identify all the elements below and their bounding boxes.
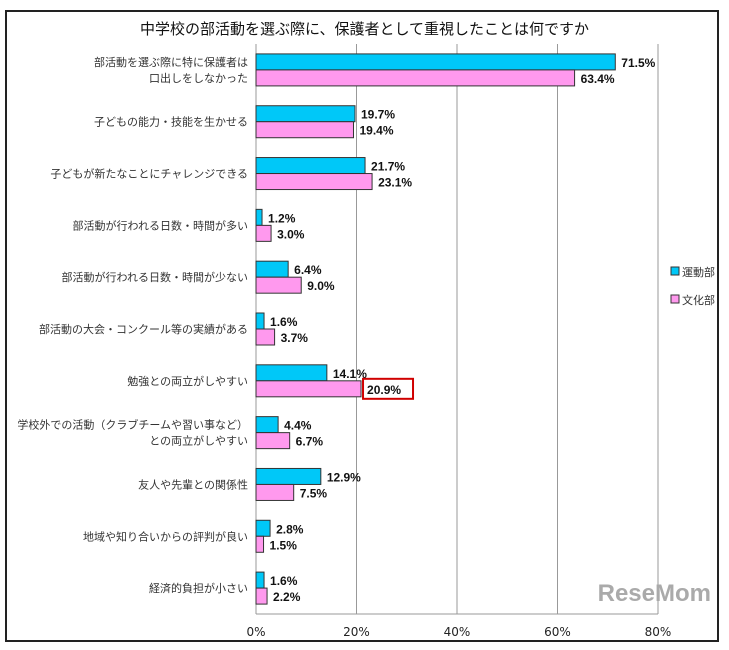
data-label: 1.2% [268, 211, 296, 225]
bar-bunka [255, 276, 302, 294]
legend-swatch [670, 266, 680, 276]
data-label: 20.9% [367, 383, 401, 397]
data-label: 19.4% [359, 124, 393, 138]
data-label: 19.7% [361, 108, 395, 122]
category-label: との両立がしやすい [149, 434, 248, 448]
category-label: 子どもが新たなことにチャレンジできる [50, 167, 248, 181]
data-label: 7.5% [300, 486, 328, 500]
category-label: 部活動が行われる日数・時間が少ない [62, 270, 248, 284]
category-label: 学校外での活動（クラブチームや習い事など） [17, 418, 248, 432]
data-label: 4.4% [284, 419, 312, 433]
bar-undo [255, 260, 289, 278]
category-label: 地域や知り合いからの評判が良い [83, 529, 248, 543]
x-tick-label: 0% [246, 625, 265, 639]
bar-bunka [255, 587, 268, 605]
bar-undo [255, 416, 279, 434]
bar-undo [255, 53, 616, 71]
data-label: 1.5% [270, 538, 298, 552]
data-label: 3.0% [277, 227, 305, 241]
legend-swatch [670, 294, 680, 304]
bar-undo [255, 312, 265, 330]
data-label: 12.9% [327, 470, 361, 484]
legend-label: 文化部 [682, 293, 715, 307]
watermark-logo: ReseMom [597, 580, 711, 607]
bar-bunka [255, 535, 265, 553]
data-label: 21.7% [371, 160, 405, 174]
bar-bunka [255, 328, 276, 346]
bar-bunka [255, 483, 295, 501]
bar-bunka [255, 121, 354, 139]
data-label: 71.5% [621, 56, 655, 70]
bar-undo [255, 571, 265, 589]
bar-undo [255, 208, 263, 226]
bar-undo [255, 519, 271, 537]
category-label: 友人や先輩との関係性 [138, 477, 248, 491]
data-label: 6.7% [296, 435, 324, 449]
bar-bunka [255, 432, 291, 450]
data-label: 1.6% [270, 315, 298, 329]
x-tick-label: 40% [444, 625, 471, 639]
legend-label: 運動部 [682, 265, 715, 279]
x-tick-label: 60% [544, 625, 571, 639]
category-label: 経済的負担が小さい [149, 581, 248, 595]
category-label: 部活動を選ぶ際に特に保護者は [94, 55, 248, 69]
bar-bunka [255, 380, 362, 398]
data-label: 1.6% [270, 574, 298, 588]
category-label: 口出しをしなかった [149, 71, 248, 85]
highlight-box [362, 377, 415, 400]
bar-bunka [255, 173, 373, 191]
category-label: 子どもの能力・技能を生かせる [94, 115, 248, 129]
data-label: 14.1% [333, 367, 367, 381]
data-label: 6.4% [294, 263, 322, 277]
bar-undo [255, 467, 322, 485]
data-label: 63.4% [581, 72, 615, 86]
category-label: 部活動が行われる日数・時間が多い [73, 218, 248, 232]
category-label: 勉強との両立がしやすい [127, 374, 248, 388]
bar-undo [255, 157, 366, 175]
bar-undo [255, 105, 356, 123]
data-label: 23.1% [378, 176, 412, 190]
category-label: 部活動の大会・コンクール等の実績がある [39, 322, 248, 336]
chart-frame [5, 10, 719, 642]
bar-bunka [255, 69, 576, 87]
bar-undo [255, 364, 328, 382]
x-tick-label: 20% [343, 625, 370, 639]
chart-title: 中学校の部活動を選ぶ際に、保護者として重視したことは何ですか [139, 20, 590, 38]
x-tick-label: 80% [645, 625, 672, 639]
bar-bunka [255, 224, 272, 242]
data-label: 9.0% [307, 279, 335, 293]
data-label: 2.2% [273, 590, 301, 604]
data-label: 3.7% [281, 331, 309, 345]
data-label: 2.8% [276, 522, 304, 536]
